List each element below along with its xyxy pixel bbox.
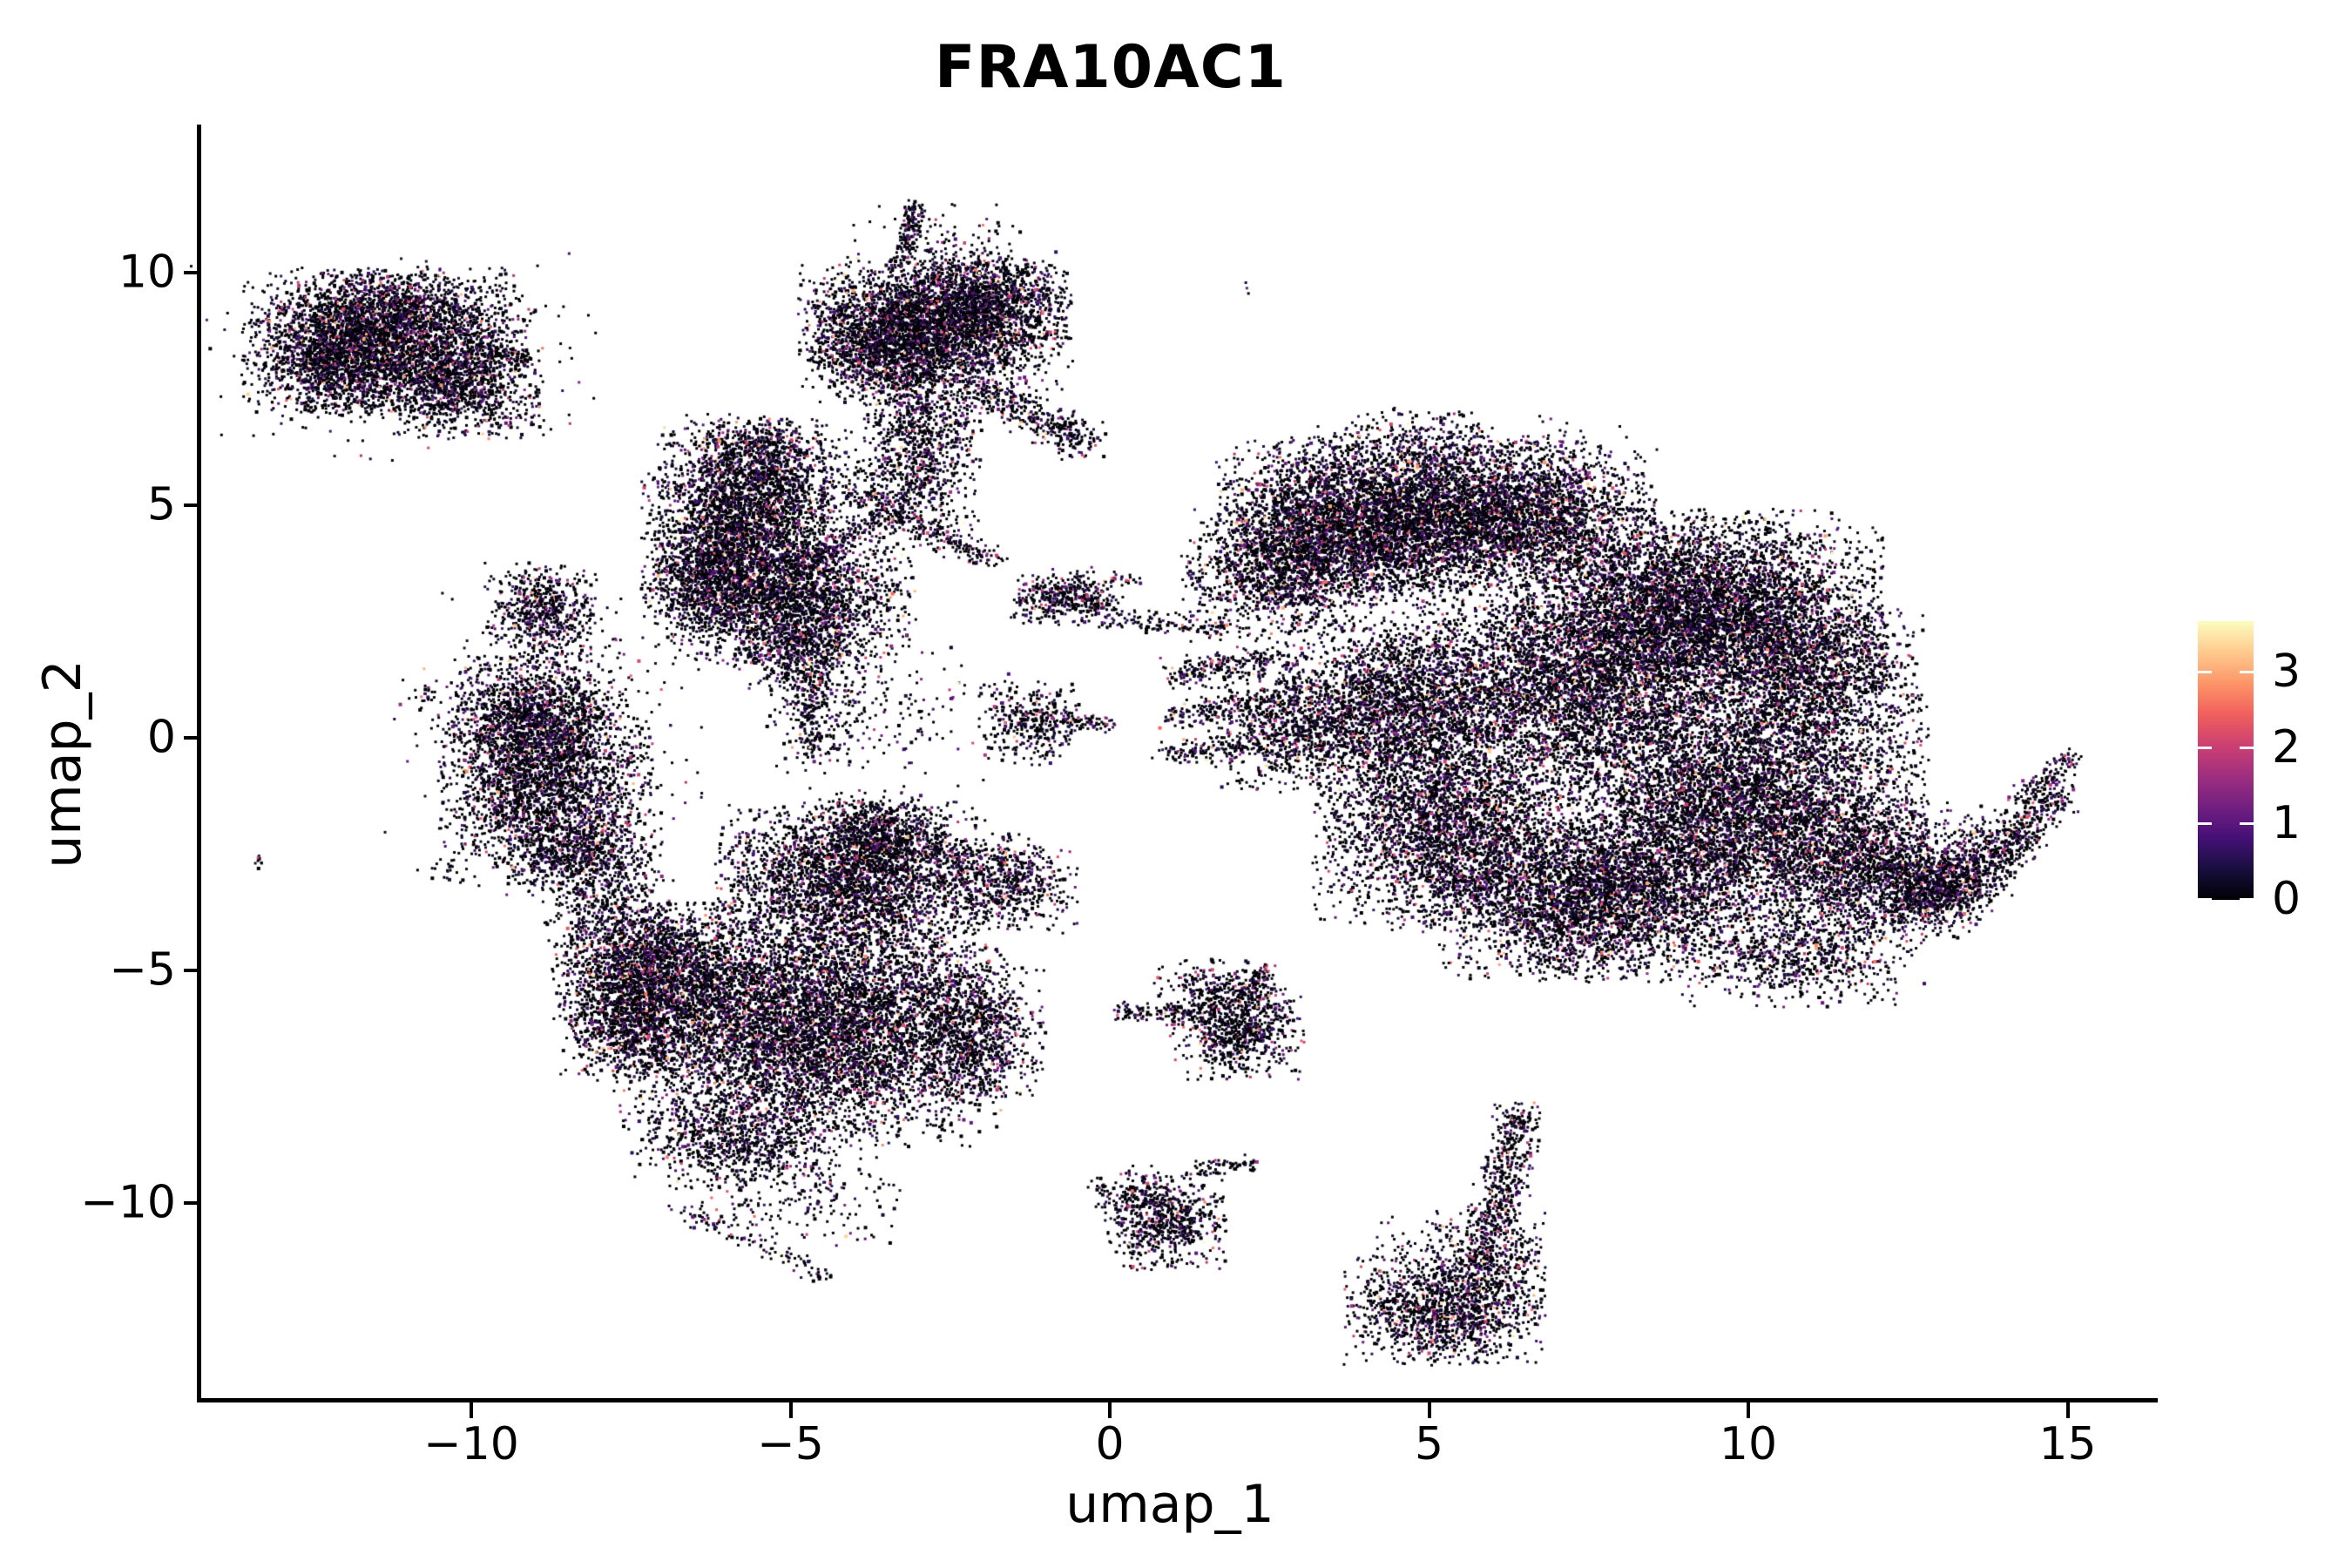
colorbar-tick-label: 3	[2272, 645, 2301, 698]
y-axis-title: umap_2	[32, 659, 93, 868]
x-tick-mark	[2065, 1402, 2070, 1418]
x-tick-mark	[788, 1402, 793, 1418]
y-tick-label: −10	[80, 1176, 176, 1229]
x-tick-mark	[1427, 1402, 1431, 1418]
y-tick-label: −5	[109, 943, 176, 997]
y-tick-mark	[184, 504, 197, 507]
y-axis-line	[197, 125, 201, 1402]
colorbar-tick-mark	[2198, 898, 2212, 901]
colorbar-tick-label: 2	[2272, 721, 2301, 774]
y-tick-mark	[184, 736, 197, 740]
x-axis-title: umap_1	[1065, 1474, 1274, 1535]
y-tick-mark	[184, 271, 197, 274]
y-tick-mark	[184, 969, 197, 972]
x-tick-label: 10	[1719, 1418, 1778, 1470]
y-tick-label: 5	[146, 478, 176, 531]
colorbar-tick-mark	[2198, 747, 2212, 749]
x-tick-label: −10	[423, 1418, 519, 1470]
x-tick-mark	[1108, 1402, 1112, 1418]
colorbar-tick-mark	[2240, 898, 2254, 901]
x-axis-line	[197, 1398, 2158, 1402]
x-tick-label: 5	[1414, 1418, 1444, 1470]
colorbar-tick-mark	[2198, 671, 2212, 673]
y-tick-label: 10	[118, 246, 176, 299]
x-tick-label: 15	[2038, 1418, 2097, 1470]
y-tick-mark	[184, 1201, 197, 1205]
x-tick-label: 0	[1095, 1418, 1125, 1470]
colorbar-tick-mark	[2198, 822, 2212, 825]
x-tick-mark	[470, 1402, 473, 1418]
x-tick-label: −5	[757, 1418, 824, 1470]
colorbar-tick-mark	[2240, 747, 2254, 749]
colorbar-tick-label: 1	[2272, 797, 2301, 849]
y-tick-label: 0	[146, 711, 176, 764]
colorbar-tick-mark	[2240, 671, 2254, 673]
colorbar-tick-mark	[2240, 822, 2254, 825]
x-tick-mark	[1747, 1402, 1750, 1418]
colorbar-gradient	[2198, 621, 2254, 900]
colorbar-tick-label: 0	[2272, 873, 2301, 925]
